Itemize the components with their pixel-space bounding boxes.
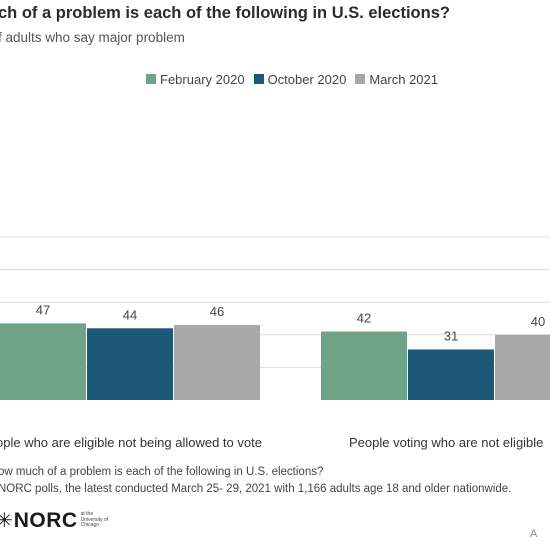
chart-title: ch of a problem is each of the following… [0, 4, 450, 22]
footnote-question: ow much of a problem is each of the foll… [0, 466, 324, 478]
data-label: 31 [444, 328, 458, 343]
bar [408, 349, 494, 400]
category-label: People voting who are not eligible [349, 435, 543, 450]
data-label: 44 [123, 307, 137, 322]
legend-item-october-2020: October 2020 [253, 71, 347, 87]
legend-swatch-february-2020 [146, 74, 156, 84]
norc-logo: ✳ NORC at the University of Chicago [0, 508, 115, 533]
legend-label-march-2021: March 2021 [369, 71, 438, 87]
legend-label-october-2020: October 2020 [267, 71, 347, 87]
footnote-source: NORC polls, the latest conducted March 2… [0, 483, 512, 495]
data-label: 42 [357, 311, 371, 326]
bar [321, 331, 407, 400]
data-label: 40 [531, 314, 545, 329]
bar-chart: 47 42 44 31 46 40 ople who are eligible not be… [0, 236, 550, 450]
legend-swatch-march-2021 [355, 74, 366, 84]
bar [0, 323, 86, 400]
norc-star-icon: ✳ [0, 510, 13, 532]
corner-letter: A [530, 528, 538, 540]
chart-subtitle: f adults who say major problem [0, 30, 185, 45]
legend-swatch-october-2020 [253, 74, 264, 84]
logo-subtext: at the University of Chicago [80, 511, 109, 529]
legend-item-february-2020: February 2020 [146, 72, 245, 87]
chart-legend: February 2020 October 2020 March 2021 [146, 70, 447, 88]
legend-label-february-2020: February 2020 [160, 71, 245, 87]
bar [174, 325, 260, 400]
data-label: 47 [36, 302, 50, 317]
bar [87, 328, 173, 400]
category-label: ople who are eligible not being allowed … [0, 435, 262, 450]
legend-item-march-2021: March 2021 [355, 72, 438, 87]
logo-name: NORC [13, 508, 78, 532]
bar [495, 334, 550, 400]
data-label: 46 [210, 304, 224, 319]
